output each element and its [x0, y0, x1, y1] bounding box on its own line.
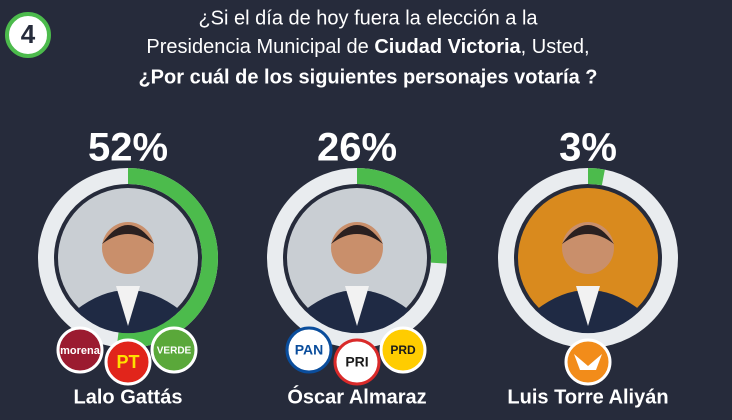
question-number: 4: [21, 19, 36, 49]
candidate-name: Luis Torre Aliyán: [507, 386, 668, 408]
party-logo: [56, 326, 104, 374]
candidate-name: Óscar Almaraz: [287, 384, 426, 408]
gauge-arc: [267, 168, 447, 348]
party-name: morena: [60, 345, 101, 357]
party-logo: [104, 338, 152, 386]
portrait-shirt: [345, 286, 369, 326]
party-emblem: [574, 354, 602, 370]
party-name: PRD: [390, 343, 416, 357]
portrait-hair: [102, 225, 154, 244]
portrait-shirt: [576, 286, 600, 326]
party-logo: [564, 338, 612, 386]
party-name: PRI: [345, 354, 368, 370]
number-badge: [5, 12, 51, 58]
title-line: Presidencia Municipal de Ciudad Victoria…: [146, 36, 589, 58]
title-part: Presidencia Municipal de: [146, 36, 374, 58]
portrait-hair: [562, 225, 614, 244]
portrait-hair: [331, 225, 383, 244]
title-part: , Usted,: [521, 36, 590, 58]
value-label: 26%: [317, 126, 397, 170]
title-part: Ciudad Victoria: [374, 36, 521, 58]
party-logo: [150, 326, 198, 374]
title-line: ¿Si el día de hoy fuera la elección a la: [198, 7, 538, 29]
value-label: 52%: [88, 126, 168, 170]
value-label: 3%: [559, 126, 617, 170]
candidate-name: Lalo Gattás: [74, 386, 183, 408]
party-logo: [285, 326, 333, 374]
party-name: PAN: [295, 342, 324, 358]
party-logo: [379, 326, 427, 374]
portrait-shirt: [116, 286, 140, 326]
gauge-arc: [498, 168, 678, 348]
party-logo: [333, 338, 381, 386]
title-line: ¿Por cuál de los siguientes personajes v…: [138, 66, 597, 88]
party-name: VERDE: [157, 346, 192, 357]
party-name: PT: [116, 352, 139, 372]
